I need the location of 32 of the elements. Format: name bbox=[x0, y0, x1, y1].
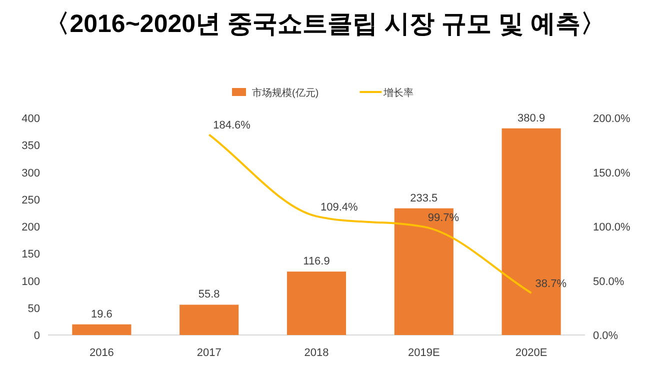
y-tick-label: 300 bbox=[22, 167, 40, 180]
y2-tick-label: 50.0% bbox=[593, 276, 624, 288]
y-tick-label: 250 bbox=[22, 194, 40, 206]
bar bbox=[72, 324, 132, 335]
legend-label: 增长率 bbox=[382, 87, 414, 99]
data-label: 116.9 bbox=[303, 256, 330, 268]
y-tick-label: 200 bbox=[22, 222, 40, 234]
data-label: 184.6% bbox=[213, 120, 251, 132]
y-tick-label: 0 bbox=[34, 330, 40, 342]
y2-tick-label: 150.0% bbox=[593, 167, 631, 180]
x-tick-label: 2017 bbox=[196, 347, 222, 359]
bar bbox=[180, 304, 239, 335]
x-tick-label: 2019E bbox=[408, 347, 440, 359]
y-tick-label: 400 bbox=[22, 113, 40, 125]
y-tick-label: 150 bbox=[22, 248, 40, 261]
x-tick-label: 2016 bbox=[89, 347, 114, 359]
legend-label: 市场规模(亿元) bbox=[252, 87, 319, 99]
data-label: 109.4% bbox=[320, 201, 358, 214]
data-label: 19.6 bbox=[90, 308, 112, 320]
x-tick-label: 2018 bbox=[304, 347, 329, 359]
y-tick-label: 100 bbox=[22, 276, 40, 288]
x-tick-label: 2020E bbox=[515, 347, 548, 359]
y-tick-label: 50 bbox=[28, 302, 40, 315]
y2-tick-label: 200.0% bbox=[593, 113, 631, 125]
y-tick-label: 350 bbox=[22, 140, 40, 152]
data-label: 233.5 bbox=[410, 192, 438, 204]
y2-tick-label: 0.0% bbox=[593, 330, 618, 342]
y2-tick-label: 100.0% bbox=[593, 222, 631, 234]
data-label: 55.8 bbox=[198, 288, 220, 301]
bar bbox=[286, 272, 346, 335]
data-label: 380.9 bbox=[518, 112, 546, 124]
chart-title: 〈2016~2020년 중국쇼트클립 시장 규모 및 예측〉 bbox=[44, 10, 606, 38]
